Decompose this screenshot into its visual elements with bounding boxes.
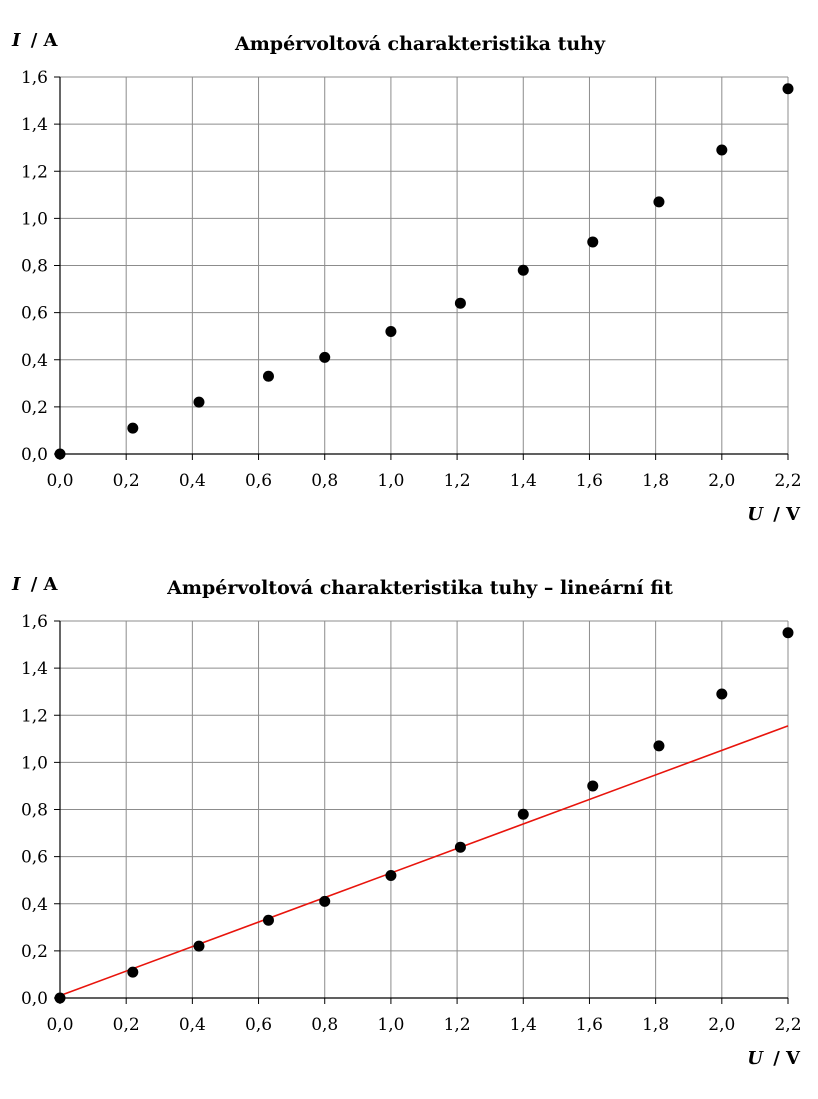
- y-tick-label: 1,4: [21, 659, 48, 679]
- x-tick-label: 0,0: [46, 471, 73, 491]
- x-tick-label: 1,4: [510, 471, 537, 491]
- linear-fit-line: [59, 725, 789, 997]
- chart-2-title: Ampérvoltová charakteristika tuhy – line…: [166, 577, 673, 599]
- data-point: [54, 448, 66, 460]
- y-tick-label: 1,2: [21, 706, 48, 726]
- x-tick-label: 1,0: [377, 471, 404, 491]
- data-point: [262, 914, 274, 926]
- data-point: [517, 264, 529, 276]
- data-point: [127, 422, 139, 434]
- chart-1-y-axis-label: I / A: [11, 30, 59, 51]
- y-tick-label: 0,0: [21, 989, 48, 1009]
- x-tick-label: 1,4: [510, 1015, 537, 1035]
- data-point: [319, 895, 331, 907]
- x-tick-label: 1,6: [576, 471, 603, 491]
- chart-1-x-var: U: [747, 504, 764, 525]
- x-tick-label: 1,8: [642, 471, 669, 491]
- x-tick-label: 0,6: [245, 1015, 272, 1035]
- y-tick-label: 0,4: [21, 351, 48, 371]
- chart-2-y-var: I: [11, 574, 21, 595]
- chart-1-x-axis-label: U / V: [747, 504, 801, 525]
- x-tick-label: 0,0: [46, 1015, 73, 1035]
- x-tick-label: 2,0: [708, 1015, 735, 1035]
- data-point: [127, 966, 139, 978]
- chart-2-x-unit: / V: [773, 1048, 801, 1069]
- data-point: [319, 351, 331, 363]
- chart-1-x-unit: / V: [773, 504, 801, 525]
- y-tick-label: 0,4: [21, 895, 48, 915]
- x-tick-label: 2,0: [708, 471, 735, 491]
- chart-1-title: Ampérvoltová charakteristika tuhy: [234, 33, 606, 55]
- chart-2-x-axis-label: U / V: [747, 1048, 801, 1069]
- x-tick-label: 0,8: [311, 471, 338, 491]
- x-tick-label: 0,4: [179, 471, 206, 491]
- x-tick-label: 1,0: [377, 1015, 404, 1035]
- chart-2-y-unit: / A: [31, 574, 59, 595]
- x-tick-label: 0,2: [113, 1015, 140, 1035]
- chart-1-plot-area: 0,0 0,2 0,4 0,6 0,8 1,0 1,2 1,4 1,6 1,8 2,0 2,2 0,0 0…: [21, 68, 802, 491]
- data-point: [716, 688, 728, 700]
- y-tick-label: 0,2: [21, 942, 48, 962]
- data-point: [517, 808, 529, 820]
- y-tick-label: 0,2: [21, 398, 48, 418]
- data-point: [587, 780, 599, 792]
- y-tick-label: 0,0: [21, 445, 48, 465]
- x-tick-label: 2,2: [774, 1015, 801, 1035]
- data-point: [193, 940, 205, 952]
- data-point: [454, 841, 466, 853]
- chart-2-y-axis-label: I / A: [11, 574, 59, 595]
- chart-1-y-unit: / A: [31, 30, 59, 51]
- x-tick-label: 2,2: [774, 471, 801, 491]
- y-tick-label: 1,4: [21, 115, 48, 135]
- data-point: [193, 396, 205, 408]
- data-point: [716, 144, 728, 156]
- y-tick-label: 0,6: [21, 304, 48, 324]
- x-tick-label: 0,8: [311, 1015, 338, 1035]
- y-tick-label: 0,8: [21, 801, 48, 821]
- data-point: [653, 196, 665, 208]
- data-point: [54, 992, 66, 1004]
- data-point: [454, 297, 466, 309]
- y-tick-label: 1,0: [21, 209, 48, 229]
- y-tick-label: 0,8: [21, 257, 48, 277]
- x-tick-label: 0,2: [113, 471, 140, 491]
- chart-2-svg: I / A Ampérvoltová charakteristika tuhy …: [11, 574, 802, 1069]
- data-point: [782, 83, 794, 95]
- y-tick-label: 1,6: [21, 68, 48, 88]
- data-point: [782, 627, 794, 639]
- y-tick-label: 1,2: [21, 162, 48, 182]
- x-tick-label: 1,6: [576, 1015, 603, 1035]
- x-tick-label: 1,2: [444, 471, 471, 491]
- data-point: [385, 869, 397, 881]
- y-tick-label: 1,0: [21, 753, 48, 773]
- x-tick-label: 0,4: [179, 1015, 206, 1035]
- chart-2-plot-area: 0,0 0,2 0,4 0,6 0,8 1,0 1,2 1,4 1,6 1,8 2,0 2,2 0,0 0…: [21, 612, 802, 1035]
- x-tick-label: 0,6: [245, 471, 272, 491]
- x-tick-label: 1,8: [642, 1015, 669, 1035]
- y-tick-label: 1,6: [21, 612, 48, 632]
- data-point: [587, 236, 599, 248]
- chart-1: I / A Ampérvoltová charakteristika tuhy …: [0, 0, 818, 540]
- data-point: [385, 325, 397, 337]
- chart-2: I / A Ampérvoltová charakteristika tuhy …: [0, 544, 818, 1084]
- chart-2-x-var: U: [747, 1048, 764, 1069]
- x-tick-label: 1,2: [444, 1015, 471, 1035]
- chart-1-svg: I / A Ampérvoltová charakteristika tuhy …: [11, 30, 802, 525]
- chart-1-y-var: I: [11, 30, 21, 51]
- data-point: [262, 370, 274, 382]
- y-tick-label: 0,6: [21, 848, 48, 868]
- data-point: [653, 740, 665, 752]
